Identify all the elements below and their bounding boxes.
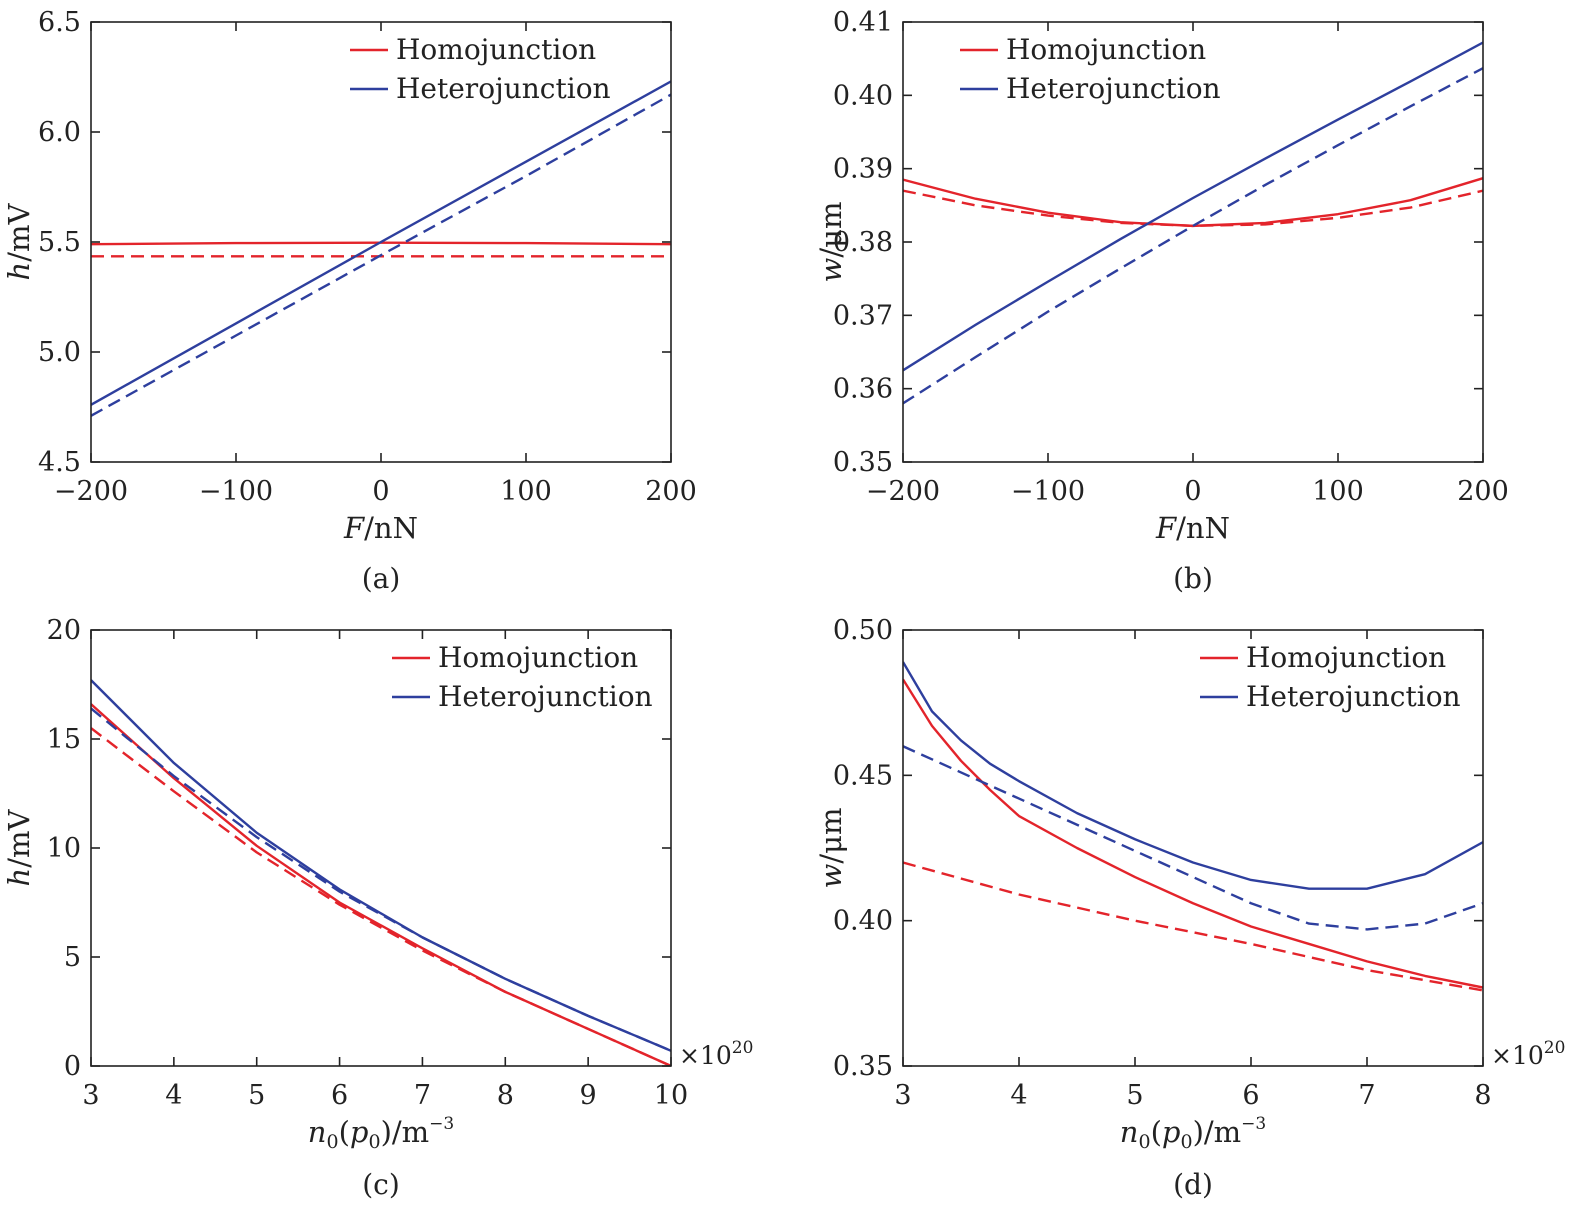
x-tick-label: 8 (497, 1080, 514, 1111)
panel-caption: (d) (1173, 1168, 1213, 1201)
panel-c: 3 4 5 6 7 8 9 10 0 5 10 15 20 n0(p0)/m−3 h/mV ×1020 Homo… (2, 615, 753, 1201)
x-tick-label: 0 (372, 476, 389, 507)
legend: Homojunction Heterojunction (960, 33, 1221, 105)
x-tick-label: 100 (500, 476, 552, 507)
x-tick-label: −200 (54, 476, 128, 507)
y-tick-label: 5 (64, 942, 81, 973)
panel-caption: (a) (362, 562, 401, 595)
series-line-heterojunction-dashed (91, 93, 671, 417)
series-line-homojunction-dashed (91, 727, 671, 1066)
series-line-heterojunction-dashed (91, 707, 671, 1052)
y-tick-label: 5.5 (38, 227, 81, 258)
y-tick-label: 6.0 (38, 117, 81, 148)
x-tick-label: 4 (165, 1080, 182, 1111)
y-tick-label: 0.45 (833, 760, 893, 791)
legend: Homojunction Heterojunction (392, 641, 653, 713)
legend-label: Heterojunction (438, 680, 653, 713)
panel-d: 3 4 5 6 7 8 0.35 0.40 0.45 0.50 n0(p0)/m−3 w/μm ×102… (814, 615, 1565, 1201)
y-axis-label: h/mV (2, 202, 36, 280)
legend: Homojunction Heterojunction (350, 33, 611, 105)
series-line-heterojunction-solid (903, 661, 1483, 890)
x-tick-label: −200 (866, 476, 940, 507)
x-axis-label: F/nN (1155, 511, 1230, 545)
x-axis-label: n0(p0)/m−3 (1120, 1114, 1266, 1153)
x-tick-label: 6 (331, 1080, 348, 1111)
series-line-heterojunction-dashed (903, 745, 1483, 931)
x-axis-multiplier: ×1020 (1491, 1038, 1565, 1070)
x-tick-label: 4 (1010, 1080, 1027, 1111)
series-group (91, 679, 671, 1066)
y-tick-label: 15 (47, 724, 81, 755)
panel-caption: (c) (362, 1168, 400, 1201)
legend: Homojunction Heterojunction (1200, 641, 1461, 713)
y-axis-label: w/μm (814, 808, 848, 889)
y-axis-label: w/μm (814, 202, 848, 283)
series-line-heterojunction-solid (903, 41, 1483, 372)
y-tick-label: 0.40 (833, 80, 893, 111)
y-tick-label: 0.40 (833, 906, 893, 937)
series-line-homojunction-solid (903, 678, 1483, 989)
series-line-homojunction-solid (91, 703, 671, 1066)
x-tick-label: −100 (199, 476, 273, 507)
y-tick-label: 0.35 (833, 447, 893, 478)
legend-label: Homojunction (1006, 33, 1206, 66)
legend-label: Homojunction (396, 33, 596, 66)
legend-label: Heterojunction (1246, 680, 1461, 713)
x-tick-label: 200 (1457, 476, 1509, 507)
series-line-homojunction-dashed (903, 861, 1483, 992)
y-axis-label: h/mV (2, 808, 36, 886)
y-tick-label: 0.50 (833, 615, 893, 646)
x-tick-label: 5 (248, 1080, 265, 1111)
plot-frame (902, 629, 1484, 1067)
x-axis-multiplier: ×1020 (679, 1038, 753, 1070)
y-tick-label: 6.5 (38, 7, 81, 38)
x-tick-label: 9 (580, 1080, 597, 1111)
y-tick-label: 20 (47, 615, 81, 646)
series-line-homojunction-solid (903, 177, 1483, 228)
x-tick-label: 10 (654, 1080, 688, 1111)
y-tick-label: 0.36 (833, 374, 893, 405)
panel-b: −200 −100 0 100 200 0.35 0.36 0.37 0.38 0.39 0.40 0… (814, 7, 1509, 595)
series-group (91, 80, 671, 417)
x-tick-label: 0 (1184, 476, 1201, 507)
x-tick-label: 3 (82, 1080, 99, 1111)
series-line-heterojunction-solid (91, 80, 671, 406)
x-tick-label: −100 (1011, 476, 1085, 507)
x-tick-label: 200 (645, 476, 697, 507)
y-tick-label: 0.35 (833, 1051, 893, 1082)
series-line-heterojunction-solid (91, 679, 671, 1052)
series-group (903, 661, 1483, 992)
legend-label: Homojunction (438, 641, 638, 674)
panel-a: −200 −100 0 100 200 4.5 5.0 5.5 6.0 6.5 F/nN h/mV Ho… (2, 7, 697, 595)
y-tick-label: 10 (47, 833, 81, 864)
y-tick-label: 5.0 (38, 337, 81, 368)
series-line-homojunction-dashed (903, 189, 1483, 228)
x-tick-label: 7 (1358, 1080, 1375, 1111)
y-tick-label: 0.37 (833, 300, 893, 331)
x-tick-label: 7 (414, 1080, 431, 1111)
y-tick-label: 4.5 (38, 447, 81, 478)
panel-caption: (b) (1173, 562, 1213, 595)
legend-label: Homojunction (1246, 641, 1446, 674)
series-line-heterojunction-dashed (903, 67, 1483, 405)
x-tick-label: 100 (1312, 476, 1364, 507)
x-axis-label: F/nN (343, 511, 418, 545)
x-tick-label: 6 (1242, 1080, 1259, 1111)
x-axis-label: n0(p0)/m−3 (308, 1114, 454, 1153)
x-tick-label: 8 (1474, 1080, 1491, 1111)
x-tick-label: 3 (894, 1080, 911, 1111)
x-tick-label: 5 (1126, 1080, 1143, 1111)
legend-label: Heterojunction (396, 72, 611, 105)
series-group (903, 41, 1483, 405)
y-tick-label: 0.39 (833, 154, 893, 185)
y-tick-label: 0.38 (833, 227, 893, 258)
y-tick-label: 0 (64, 1051, 81, 1082)
y-tick-label: 0.41 (833, 7, 893, 38)
legend-label: Heterojunction (1006, 72, 1221, 105)
